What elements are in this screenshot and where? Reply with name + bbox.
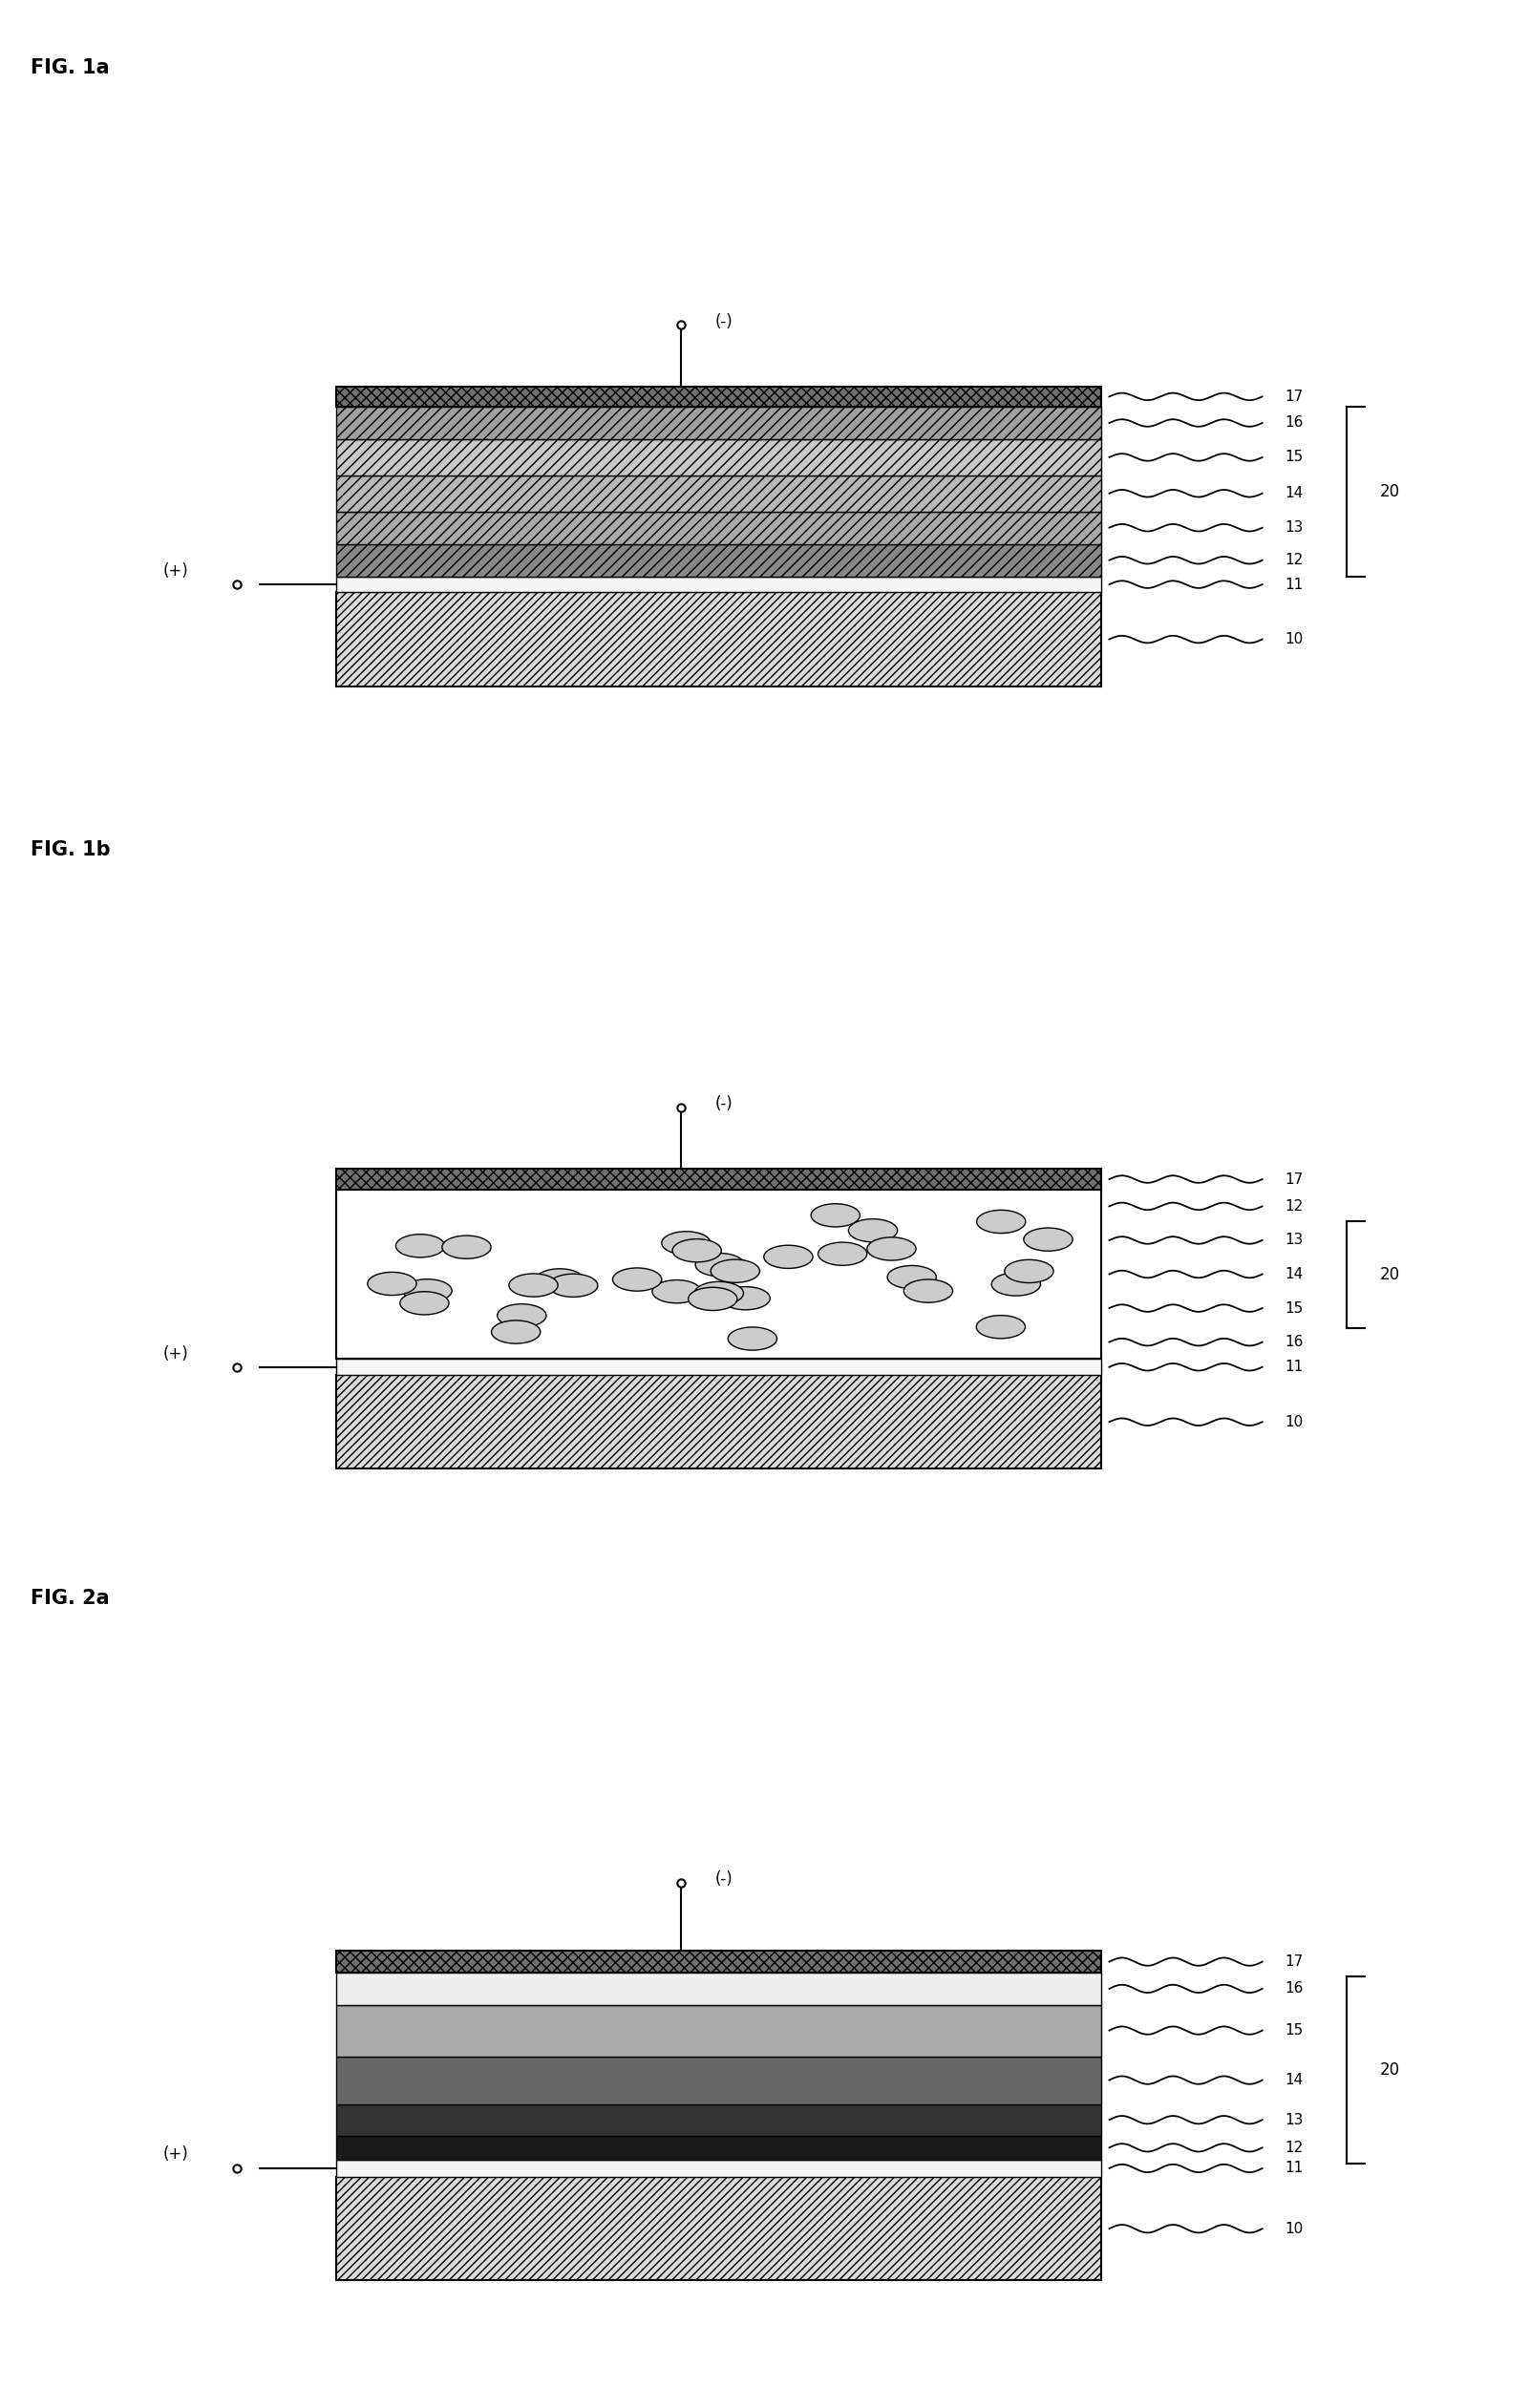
Circle shape bbox=[491, 1320, 540, 1344]
Bar bbox=[337, 1972, 1102, 2003]
Circle shape bbox=[991, 1274, 1040, 1296]
Text: 15: 15 bbox=[1285, 1300, 1304, 1315]
Text: 12: 12 bbox=[1285, 2141, 1304, 2155]
Bar bbox=[337, 2136, 1102, 2160]
Text: 11: 11 bbox=[1285, 2160, 1304, 2174]
Bar bbox=[337, 1358, 1102, 1375]
Text: 15: 15 bbox=[1285, 450, 1304, 465]
Circle shape bbox=[976, 1315, 1025, 1339]
Circle shape bbox=[819, 1243, 868, 1264]
Bar bbox=[337, 2003, 1102, 2056]
Circle shape bbox=[811, 1204, 860, 1226]
Circle shape bbox=[612, 1269, 661, 1291]
Circle shape bbox=[1024, 1228, 1073, 1252]
Text: 20: 20 bbox=[1380, 2061, 1400, 2078]
Bar bbox=[337, 510, 1102, 544]
Bar bbox=[337, 576, 1102, 592]
Circle shape bbox=[396, 1235, 445, 1257]
Circle shape bbox=[868, 1238, 916, 1259]
Bar bbox=[337, 1950, 1102, 1972]
Text: 13: 13 bbox=[1285, 520, 1304, 535]
Circle shape bbox=[1005, 1259, 1054, 1283]
Text: 15: 15 bbox=[1285, 2023, 1304, 2037]
Circle shape bbox=[688, 1288, 737, 1310]
Text: (+): (+) bbox=[164, 2146, 188, 2162]
Text: (-): (-) bbox=[715, 1096, 733, 1112]
Text: FIG. 2a: FIG. 2a bbox=[31, 1589, 110, 1609]
Circle shape bbox=[728, 1327, 777, 1351]
Text: (+): (+) bbox=[164, 1346, 188, 1363]
Text: 20: 20 bbox=[1380, 1267, 1400, 1283]
Bar bbox=[337, 592, 1102, 686]
Circle shape bbox=[976, 1211, 1025, 1233]
Circle shape bbox=[696, 1252, 745, 1276]
Text: (+): (+) bbox=[164, 563, 188, 580]
Text: 10: 10 bbox=[1285, 633, 1304, 645]
Text: (-): (-) bbox=[715, 1871, 733, 1888]
Bar bbox=[337, 438, 1102, 474]
Text: 20: 20 bbox=[1380, 484, 1400, 501]
Bar bbox=[337, 407, 1102, 438]
Circle shape bbox=[695, 1281, 744, 1305]
Circle shape bbox=[399, 1291, 448, 1315]
Circle shape bbox=[367, 1271, 416, 1296]
Text: 10: 10 bbox=[1285, 1416, 1304, 1428]
Text: 16: 16 bbox=[1285, 417, 1304, 431]
Text: 17: 17 bbox=[1285, 1173, 1304, 1187]
Text: 14: 14 bbox=[1285, 486, 1304, 501]
Text: 12: 12 bbox=[1285, 554, 1304, 568]
Circle shape bbox=[904, 1279, 953, 1303]
Circle shape bbox=[887, 1267, 936, 1288]
Circle shape bbox=[672, 1240, 721, 1262]
Circle shape bbox=[849, 1218, 898, 1243]
Bar bbox=[337, 1190, 1102, 1358]
Bar bbox=[337, 1170, 1102, 1190]
Text: FIG. 1b: FIG. 1b bbox=[31, 840, 110, 860]
Text: 16: 16 bbox=[1285, 1334, 1304, 1348]
Bar bbox=[337, 2160, 1102, 2177]
Circle shape bbox=[535, 1269, 584, 1291]
Circle shape bbox=[402, 1279, 451, 1303]
Circle shape bbox=[652, 1281, 701, 1303]
Bar bbox=[337, 2105, 1102, 2136]
Text: 14: 14 bbox=[1285, 2073, 1304, 2088]
Circle shape bbox=[711, 1259, 760, 1283]
Circle shape bbox=[549, 1274, 598, 1298]
Bar bbox=[337, 2177, 1102, 2280]
Text: 11: 11 bbox=[1285, 578, 1304, 592]
Circle shape bbox=[721, 1286, 770, 1310]
Text: 13: 13 bbox=[1285, 1233, 1304, 1247]
Text: 16: 16 bbox=[1285, 1982, 1304, 1996]
Bar bbox=[337, 474, 1102, 510]
Text: 10: 10 bbox=[1285, 2223, 1304, 2237]
Text: FIG. 1a: FIG. 1a bbox=[31, 58, 110, 77]
Text: 17: 17 bbox=[1285, 1955, 1304, 1970]
Text: (-): (-) bbox=[715, 313, 733, 330]
Text: 13: 13 bbox=[1285, 2112, 1304, 2126]
Circle shape bbox=[661, 1230, 710, 1255]
Circle shape bbox=[763, 1245, 812, 1269]
Bar bbox=[337, 1375, 1102, 1469]
Text: 17: 17 bbox=[1285, 390, 1304, 405]
Text: 14: 14 bbox=[1285, 1267, 1304, 1281]
Bar bbox=[337, 544, 1102, 576]
Bar bbox=[337, 2056, 1102, 2105]
Circle shape bbox=[497, 1305, 546, 1327]
Bar bbox=[337, 385, 1102, 407]
Text: 11: 11 bbox=[1285, 1361, 1304, 1375]
Text: 12: 12 bbox=[1285, 1199, 1304, 1214]
Circle shape bbox=[509, 1274, 558, 1298]
Circle shape bbox=[442, 1235, 491, 1259]
